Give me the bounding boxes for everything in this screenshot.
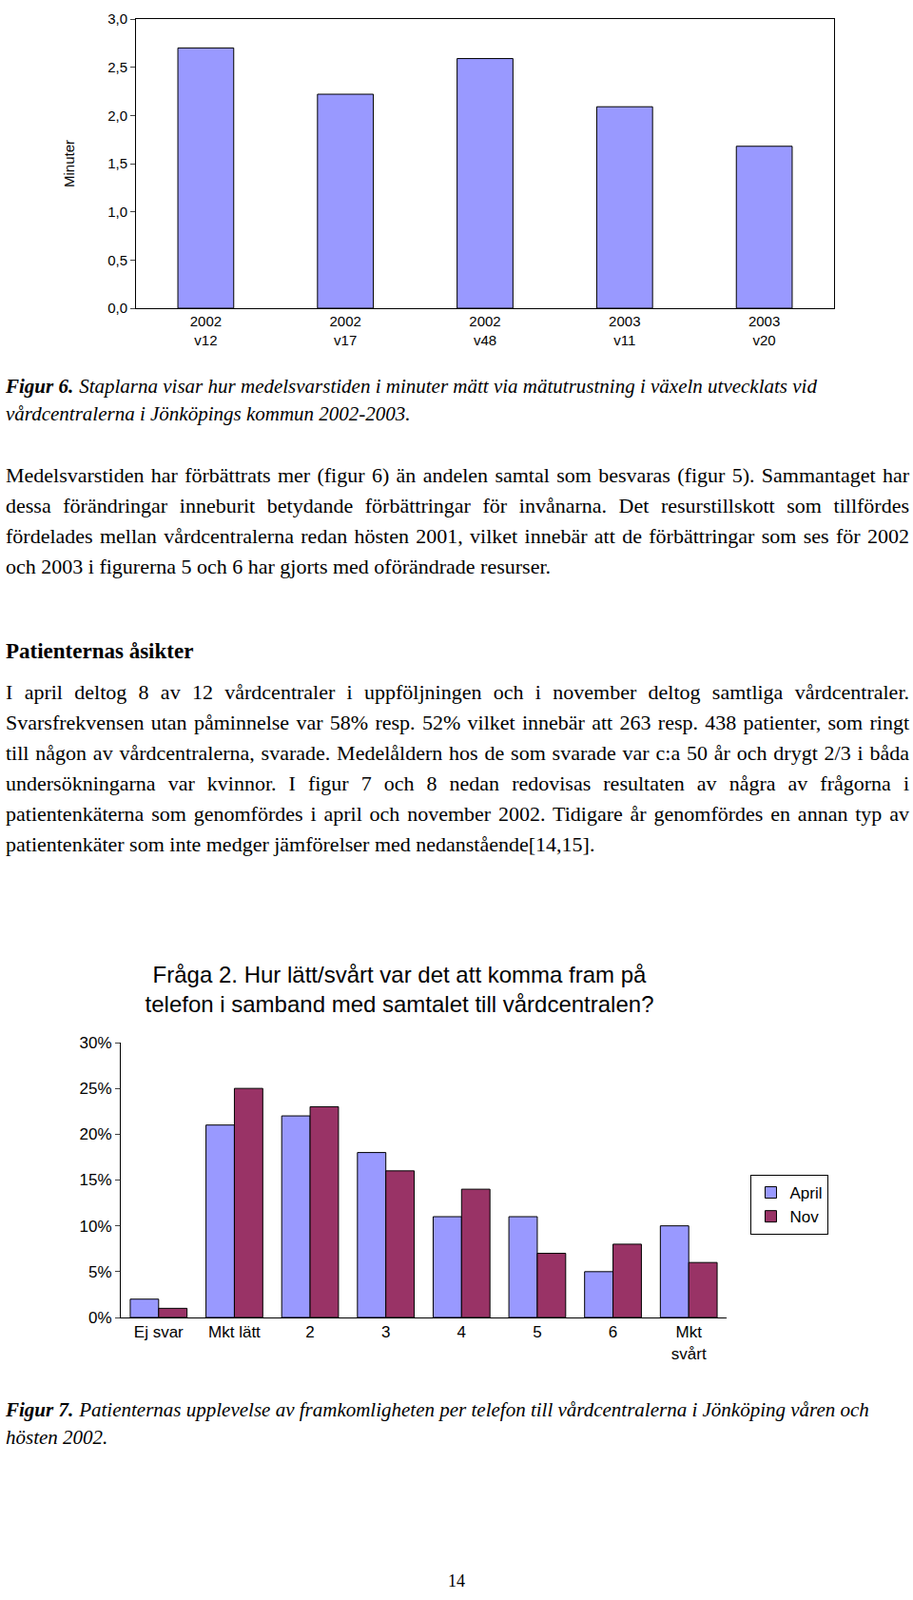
- svg-text:Ej svar: Ej svar: [134, 1322, 184, 1341]
- svg-text:2003v20: 2003v20: [748, 312, 780, 349]
- html-text:14: 14: [447, 1571, 466, 1591]
- svg-text:Nov: Nov: [789, 1207, 819, 1226]
- svg-text:0%: 0%: [88, 1308, 113, 1327]
- svg-text:4: 4: [457, 1322, 467, 1341]
- svg-text:2,0: 2,0: [107, 107, 128, 124]
- svg-text:Mktsvårt: Mktsvårt: [671, 1322, 707, 1362]
- svg-text:1,0: 1,0: [107, 203, 128, 220]
- svg-text:Mkt lätt: Mkt lätt: [208, 1322, 261, 1341]
- svg-text:1,5: 1,5: [107, 155, 128, 172]
- svg-text:2002v17: 2002v17: [330, 312, 362, 349]
- svg-text:5: 5: [532, 1322, 542, 1341]
- svg-text:Minuter: Minuter: [60, 139, 78, 188]
- html-text:I april deltog 8 av 12 vårdcen: I april deltog 8 av 12 vårdcentraler i u…: [5, 679, 910, 856]
- svg-text:April: April: [789, 1184, 822, 1203]
- svg-text:Fråga 2. Hur lätt/svårt var de: Fråga 2. Hur lätt/svårt var det att komm…: [145, 961, 655, 1017]
- html-text:Medelsvarstiden har förbättrat: Medelsvarstiden har förbättrats mer (fig…: [5, 463, 910, 579]
- html-text:Patienternas åsikter: Patienternas åsikter: [5, 639, 194, 663]
- svg-text:5%: 5%: [88, 1262, 113, 1282]
- svg-text:10%: 10%: [79, 1217, 113, 1236]
- svg-text:2,5: 2,5: [107, 58, 128, 76]
- svg-text:30%: 30%: [79, 1033, 113, 1052]
- svg-text:2002v48: 2002v48: [468, 312, 501, 349]
- svg-text:6: 6: [608, 1322, 618, 1341]
- svg-text:20%: 20%: [79, 1125, 113, 1144]
- svg-text:15%: 15%: [79, 1170, 113, 1189]
- svg-text:0,5: 0,5: [107, 252, 128, 269]
- svg-text:2002v12: 2002v12: [190, 312, 222, 349]
- html-text:Figur 7. Patienternas upplevel: Figur 7. Patienternas upplevelse av fram…: [5, 1398, 870, 1449]
- svg-text:3,0: 3,0: [107, 10, 128, 27]
- svg-text:2003v11: 2003v11: [608, 312, 641, 349]
- svg-text:3: 3: [381, 1322, 390, 1341]
- svg-text:0,0: 0,0: [107, 299, 128, 316]
- html-text:Figur 6. Staplarna visar hur m: Figur 6. Staplarna visar hur medelsvarst…: [5, 374, 817, 426]
- svg-text:25%: 25%: [79, 1079, 113, 1098]
- svg-text:2: 2: [305, 1322, 314, 1341]
